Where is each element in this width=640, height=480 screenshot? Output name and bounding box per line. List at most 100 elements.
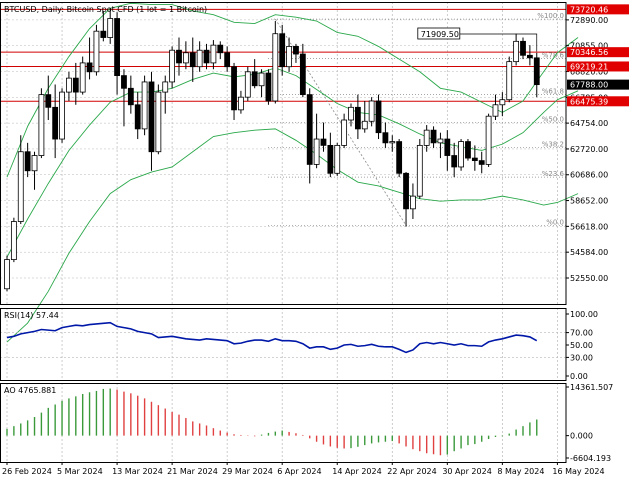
- candle-body: [176, 49, 182, 64]
- candle-body: [389, 141, 396, 144]
- candle-body: [155, 91, 162, 153]
- candle-body: [526, 54, 533, 59]
- rsi-tick-label: 0.00: [570, 372, 588, 381]
- fib-level-label: %100.0: [537, 12, 564, 20]
- price-tick-label: 68820.00: [570, 68, 608, 77]
- price-tick-label: 54584.00: [570, 248, 608, 257]
- candle-body: [279, 33, 286, 68]
- price-tag-box: [567, 4, 629, 15]
- rsi-tick-label: 70.00: [570, 329, 593, 338]
- price-tick-label: 62720.00: [570, 145, 608, 154]
- price-tag-box: [567, 79, 629, 90]
- price-tick-label: 58652.00: [570, 197, 608, 206]
- candle-body: [134, 104, 141, 130]
- price-tick-label: 56618.00: [570, 222, 608, 231]
- time-tick-label: 21 Mar 2024: [167, 467, 218, 476]
- candle-body: [465, 141, 471, 159]
- candle-body: [354, 106, 361, 130]
- annotation-leader: [459, 33, 538, 52]
- price-tick-label: 72890.00: [570, 16, 608, 25]
- candle-body: [313, 138, 320, 165]
- candle-body: [66, 77, 72, 93]
- fib-level-label: %50.0: [542, 116, 564, 124]
- ao-tick-label: 14361.507: [570, 383, 613, 392]
- candle-body: [265, 72, 272, 102]
- annotation-box: [417, 27, 461, 40]
- time-tick-label: 6 Apr 2024: [277, 467, 321, 476]
- candle-body: [251, 71, 258, 87]
- candle-body: [182, 52, 189, 64]
- candle-body: [375, 100, 382, 134]
- time-tick-label: 16 May 2024: [552, 467, 604, 476]
- candle-body: [93, 30, 100, 73]
- candle-body: [114, 18, 120, 76]
- candle-body: [86, 62, 93, 73]
- candle-body: [458, 141, 464, 168]
- chart-title: BTCUSD, Daily: Bitcoin Spot CFD (1 lot =…: [4, 5, 207, 14]
- candle-body: [59, 91, 65, 140]
- candle-body: [203, 49, 210, 64]
- time-tick-label: 5 Mar 2024: [57, 467, 103, 476]
- fib-level-label: %78.6: [542, 51, 565, 59]
- price-tags: 73720.46 70346.56 69219.21 67788.00 66475.39: [567, 4, 629, 107]
- time-tick-label: 8 May 2024: [497, 467, 544, 476]
- candle-body: [499, 99, 506, 106]
- rsi-line: [6, 321, 538, 354]
- candle-body: [306, 94, 313, 165]
- candle-body: [320, 138, 327, 146]
- price-tick-label: 52550.00: [570, 274, 608, 283]
- panel-frame: [0, 2, 567, 305]
- candle-body: [24, 151, 31, 172]
- candle-body: [169, 49, 176, 83]
- price-tag-box: [567, 61, 629, 72]
- panel-frames: [0, 2, 567, 463]
- candle-body: [396, 141, 403, 174]
- candle-body: [478, 160, 485, 165]
- candle-body: [121, 75, 127, 89]
- fib-level-label: %23.6: [542, 170, 565, 178]
- candle-body: [244, 71, 251, 98]
- candle-body: [38, 94, 45, 156]
- price-tag-label: 67788.00: [570, 81, 608, 90]
- time-tick-label: 29 Mar 2024: [222, 467, 273, 476]
- candle-body: [141, 81, 148, 130]
- fib-level-label: %38.2: [542, 140, 564, 148]
- panel-frame: [0, 308, 567, 381]
- candle-body: [444, 138, 451, 156]
- time-tick-label: 14 Apr 2024: [332, 467, 381, 476]
- candle-body: [410, 195, 416, 210]
- candle-body: [52, 106, 59, 140]
- candle-body: [471, 157, 478, 162]
- rsi-title: RSI(14) 57.44: [4, 311, 59, 320]
- rsi-tick-label: 100.00: [570, 310, 598, 319]
- candle-body: [382, 132, 389, 144]
- price-tag-label: 70346.56: [570, 48, 608, 57]
- price-tag-label: 73720.46: [570, 5, 608, 14]
- candle-body: [341, 119, 348, 146]
- candle-body: [520, 40, 526, 56]
- candle-body: [196, 49, 203, 68]
- time-tick-label: 13 Mar 2024: [112, 467, 163, 476]
- candle-body: [231, 66, 237, 111]
- candle-body: [272, 33, 279, 102]
- candle-body: [293, 46, 299, 55]
- fib-level-label: %0.0: [546, 218, 564, 226]
- candle-body: [210, 44, 217, 64]
- fib-level-label: %61.8: [542, 88, 564, 96]
- candle-body: [368, 100, 375, 122]
- candle-body: [416, 144, 423, 197]
- ao-title: AO 4765.881: [4, 386, 56, 395]
- price-tag-box: [567, 96, 629, 107]
- candle-body: [451, 155, 458, 168]
- candle-body: [492, 104, 499, 117]
- candle-body: [10, 221, 17, 260]
- candle-body: [107, 18, 114, 38]
- candle-body: [506, 61, 513, 101]
- candle-body: [238, 96, 244, 111]
- time-tick-label: 22 Apr 2024: [387, 467, 436, 476]
- candle-body: [437, 138, 444, 144]
- candle-body: [31, 155, 38, 172]
- price-axis: 72890.0070855.0068820.0066785.0064754.00…: [566, 16, 608, 283]
- price-candles: 71909.50: [4, 8, 540, 292]
